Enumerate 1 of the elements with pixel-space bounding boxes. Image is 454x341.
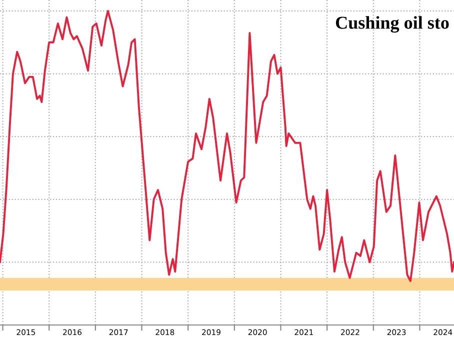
chart-title: Cushing oil sto xyxy=(336,16,449,33)
